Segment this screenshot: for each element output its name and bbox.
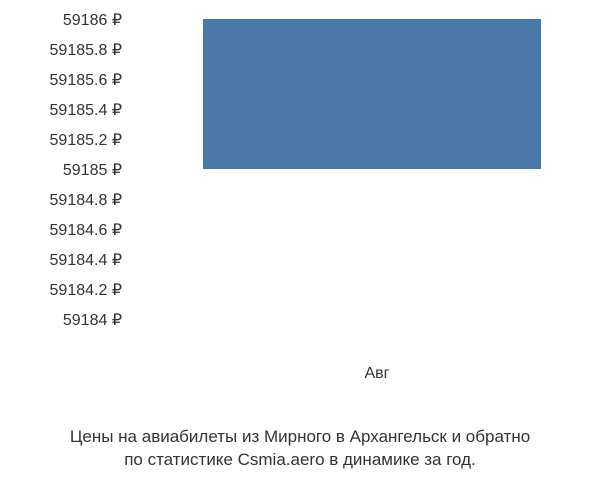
plot-area [135, 10, 575, 330]
caption-line: по статистике Csmia.aero в динамике за г… [124, 450, 476, 469]
caption-line: Цены на авиабилеты из Мирного в Архангел… [70, 427, 530, 446]
y-tick-label: 59185.6 ₽ [50, 70, 122, 90]
y-tick-label: 59185.2 ₽ [50, 130, 122, 150]
y-tick-label: 59184.8 ₽ [50, 190, 122, 210]
x-tick-label: Авг [352, 365, 402, 383]
y-tick-label: 59185 ₽ [63, 160, 122, 180]
chart-caption: Цены на авиабилеты из Мирного в Архангел… [0, 426, 600, 472]
y-tick-label: 59184.2 ₽ [50, 280, 122, 300]
chart-container: 59186 ₽ 59185.8 ₽ 59185.6 ₽ 59185.4 ₽ 59… [0, 0, 600, 500]
bar-aug [203, 19, 541, 169]
y-tick-label: 59186 ₽ [63, 10, 122, 30]
y-tick-label: 59184 ₽ [63, 310, 122, 330]
y-tick-label: 59184.6 ₽ [50, 220, 122, 240]
y-tick-label: 59185.8 ₽ [50, 40, 122, 60]
y-tick-label: 59185.4 ₽ [50, 100, 122, 120]
y-tick-label: 59184.4 ₽ [50, 250, 122, 270]
